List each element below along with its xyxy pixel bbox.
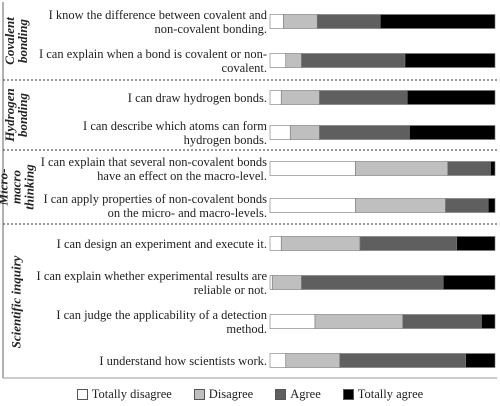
category-label: I can apply properties of non-covalent b…	[43, 191, 267, 220]
legend-label: Totally disagree	[91, 387, 172, 401]
bar-segment	[379, 14, 496, 29]
bar-segment	[280, 90, 320, 105]
bar-segment	[269, 314, 316, 329]
bar-segment	[271, 275, 302, 290]
category-label: I can design an experiment and execute i…	[56, 236, 267, 251]
bar-segment	[487, 198, 496, 213]
bar-segment	[490, 161, 496, 176]
bar-segment	[269, 161, 356, 176]
legend-swatch	[76, 389, 88, 400]
category-label: I can explain when a bond is covalent or…	[38, 46, 267, 75]
bar-segment	[269, 353, 287, 368]
bar-segment	[280, 236, 361, 251]
bar-segment	[285, 53, 302, 68]
category-label: I know the difference between covalent a…	[48, 7, 267, 36]
bar-segment	[465, 353, 496, 368]
legend-label: Totally agree	[357, 387, 424, 401]
bar-segment	[442, 275, 496, 290]
bar-segment	[339, 353, 467, 368]
category-label: I can draw hydrogen bonds.	[127, 90, 267, 105]
group-label: Scientific inquiry	[8, 255, 24, 349]
bar-segment	[289, 125, 320, 140]
legend-item: Agree	[275, 387, 321, 402]
legend-label: Agree	[290, 387, 321, 401]
bar-segment	[409, 125, 496, 140]
bar-segment	[355, 161, 449, 176]
group-label: Micro-macro thinking	[0, 164, 37, 210]
bar-segment	[269, 90, 282, 105]
category-label: I understand how scientists work.	[99, 353, 267, 368]
bar-segment	[319, 90, 408, 105]
bar-segment	[359, 236, 458, 251]
legend: Totally disagree Disagree Agree Totally agr…	[0, 387, 500, 402]
group-label: Covalent bonding	[2, 17, 30, 65]
category-label: I can explain whether experimental resul…	[36, 268, 267, 297]
bar-segment	[319, 125, 410, 140]
legend-swatch	[342, 389, 354, 400]
bar-segment	[355, 198, 446, 213]
bar-segment	[283, 14, 318, 29]
bar-segment	[314, 314, 404, 329]
bar-segment	[447, 161, 491, 176]
legend-swatch	[275, 389, 287, 400]
bar-segment	[481, 314, 496, 329]
bar-segment	[456, 236, 496, 251]
bar-segment	[445, 198, 489, 213]
bar-segment	[402, 314, 482, 329]
legend-label: Disagree	[208, 387, 254, 401]
group-label: Hydrogen bonding	[2, 88, 30, 142]
bar-segment	[269, 53, 287, 68]
bar-segment	[269, 14, 284, 29]
bar-segment	[301, 275, 444, 290]
legend-swatch	[193, 389, 205, 400]
bar-segment	[404, 53, 496, 68]
bar-segment	[269, 125, 291, 140]
bar-segment	[269, 236, 282, 251]
legend-item: Totally disagree	[76, 387, 172, 402]
legend-item: Disagree	[193, 387, 254, 402]
bar-segment	[269, 275, 273, 290]
category-label: I can describe which atoms can form hydr…	[83, 118, 267, 147]
bar-segment	[406, 90, 496, 105]
category-label: I can judge the applicability of a detec…	[56, 307, 267, 336]
category-label: I can explain that several non-covalent …	[40, 154, 267, 183]
legend-item: Totally agree	[342, 387, 424, 402]
bar-segment	[285, 353, 341, 368]
bar-segment	[269, 198, 356, 213]
bar-segment	[301, 53, 406, 68]
bar-segment	[316, 14, 381, 29]
